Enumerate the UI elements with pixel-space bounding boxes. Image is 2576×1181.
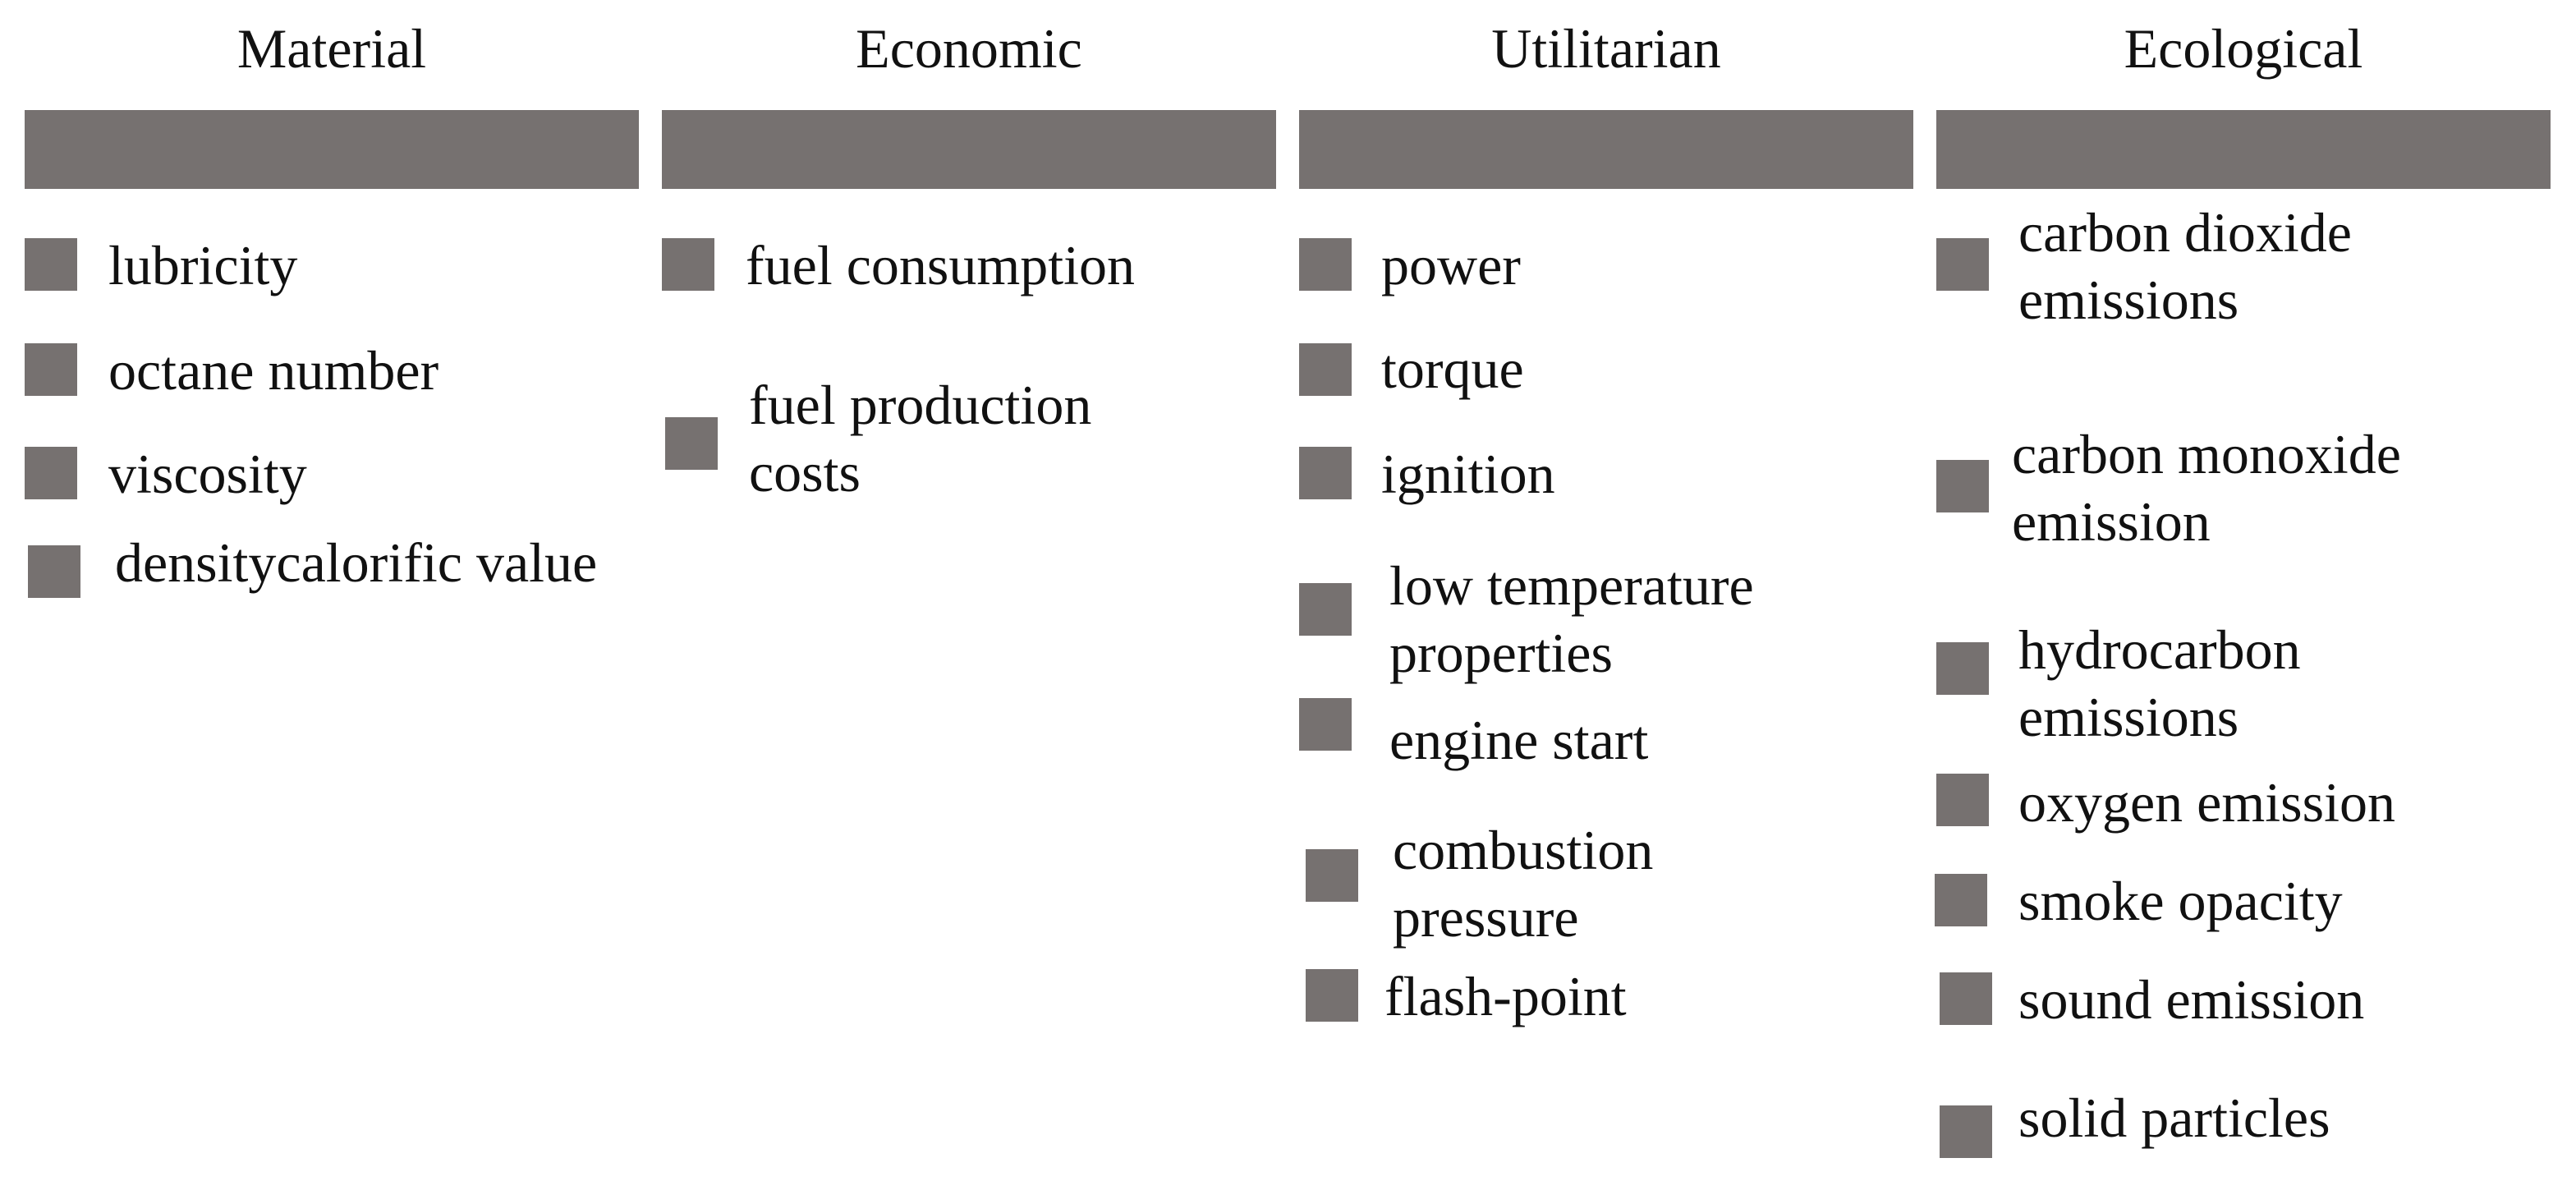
bullet-square (1299, 447, 1352, 499)
item-label: densitycalorific value (115, 531, 598, 594)
item-label: hydrocarbon emissions (2018, 618, 2301, 748)
bullet-square (25, 238, 77, 291)
column-material: Material lubricity octane number viscosi… (25, 0, 639, 1181)
bullet-square (665, 417, 718, 470)
bullet-square (1935, 874, 1987, 926)
bullet-square (1936, 460, 1989, 512)
column-utilitarian: Utilitarian power torque ignition low te… (1299, 0, 1913, 1181)
bullet-square (25, 447, 77, 499)
bullet-square (1936, 238, 1989, 291)
item-label: solid particles (2018, 1087, 2330, 1149)
column-title: Material (236, 17, 427, 80)
header-bar (1936, 110, 2551, 189)
bullet-square (1306, 969, 1358, 1022)
item-label: engine start (1389, 709, 1649, 771)
bullet-square (1299, 343, 1352, 396)
bullet-square (1299, 698, 1352, 751)
item-label: ignition (1381, 443, 1555, 505)
item-label: torque (1381, 338, 1524, 400)
item-label: smoke opacity (2018, 870, 2343, 932)
column-economic: Economic fuel consumption fuel productio… (662, 0, 1276, 1181)
item-label: power (1381, 234, 1521, 296)
bullet-square (1936, 642, 1989, 695)
item-label: combustion pressure (1393, 819, 1654, 949)
item-label: low temperature properties (1389, 554, 1754, 684)
item-label: fuel consumption (746, 234, 1136, 296)
header-bar (25, 110, 639, 189)
header-bar (1299, 110, 1913, 189)
item-label: carbon monoxide emission (2012, 423, 2401, 553)
bullet-square (662, 238, 714, 291)
header-bar (662, 110, 1276, 189)
column-title: Economic (856, 17, 1082, 80)
item-label: sound emission (2018, 968, 2365, 1031)
item-label: octane number (108, 339, 439, 402)
bullet-square (1299, 238, 1352, 291)
item-label: fuel production costs (749, 374, 1092, 503)
column-title: Ecological (2124, 17, 2363, 80)
item-label: carbon dioxide emissions (2018, 201, 2352, 331)
bullet-square (25, 343, 77, 396)
item-label: oxygen emission (2018, 771, 2395, 834)
column-title: Utilitarian (1491, 17, 1721, 80)
bullet-square (1940, 1105, 1992, 1158)
item-label: viscosity (108, 443, 307, 505)
item-label: lubricity (108, 234, 298, 296)
bullet-square (1940, 972, 1992, 1025)
bullet-square (1306, 849, 1358, 902)
bullet-square (1299, 583, 1352, 636)
bullet-square (28, 545, 80, 598)
bullet-square (1936, 774, 1989, 826)
item-label: flash-point (1384, 965, 1627, 1027)
column-ecological: Ecological carbon dioxide emissions carb… (1935, 0, 2551, 1181)
